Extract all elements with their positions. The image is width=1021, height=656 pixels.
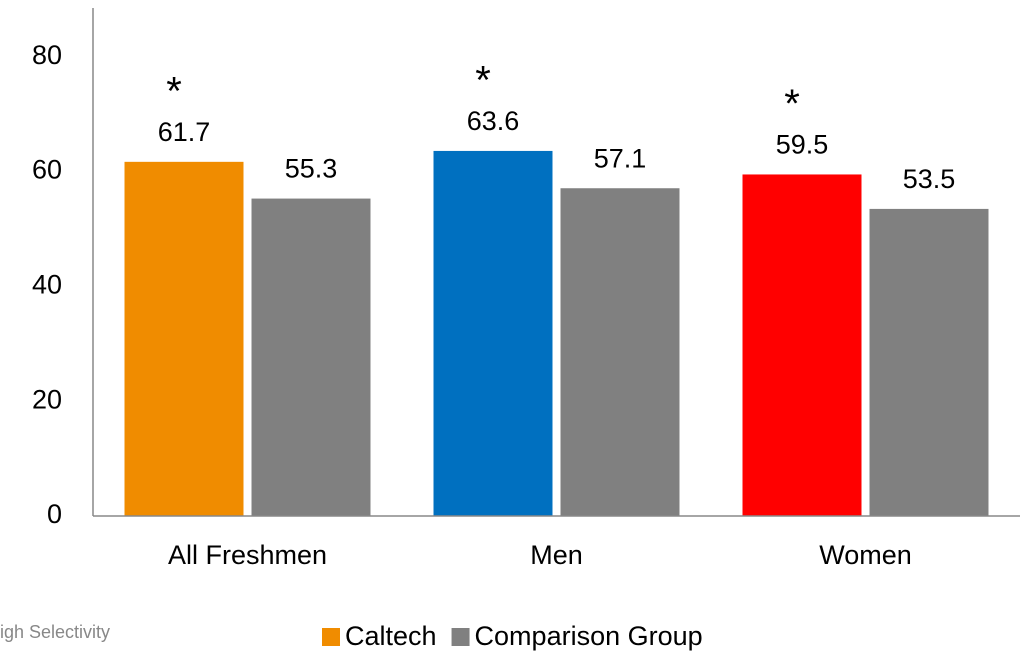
bar <box>742 174 862 517</box>
annotation: * <box>784 82 800 126</box>
bar <box>869 208 989 516</box>
y-tick-label: 20 <box>32 384 62 414</box>
data-label: 57.1 <box>594 143 647 173</box>
data-label: 55.3 <box>285 154 338 184</box>
y-tick-label: 0 <box>47 499 62 529</box>
y-tick-label: 40 <box>32 270 62 300</box>
y-tick-label: 60 <box>32 155 62 185</box>
data-label: 61.7 <box>158 117 211 147</box>
bar <box>251 198 371 516</box>
legend-swatch <box>322 628 340 646</box>
y-tick-label: 80 <box>32 40 62 70</box>
annotation: * <box>166 69 182 113</box>
footnote: igh Selectivity <box>0 622 110 642</box>
data-label: 63.6 <box>467 106 520 136</box>
data-label: 53.5 <box>903 164 956 194</box>
x-tick-label: All Freshmen <box>168 540 327 570</box>
legend-label: Caltech <box>345 621 437 651</box>
x-tick-label: Women <box>819 540 912 570</box>
bar <box>433 150 553 516</box>
x-tick-label: Men <box>530 540 583 570</box>
bar <box>560 188 680 516</box>
bar <box>124 161 244 516</box>
legend-label: Comparison Group <box>475 621 703 651</box>
legend-swatch <box>451 628 470 646</box>
data-label: 59.5 <box>776 130 829 160</box>
annotation: * <box>475 58 491 102</box>
